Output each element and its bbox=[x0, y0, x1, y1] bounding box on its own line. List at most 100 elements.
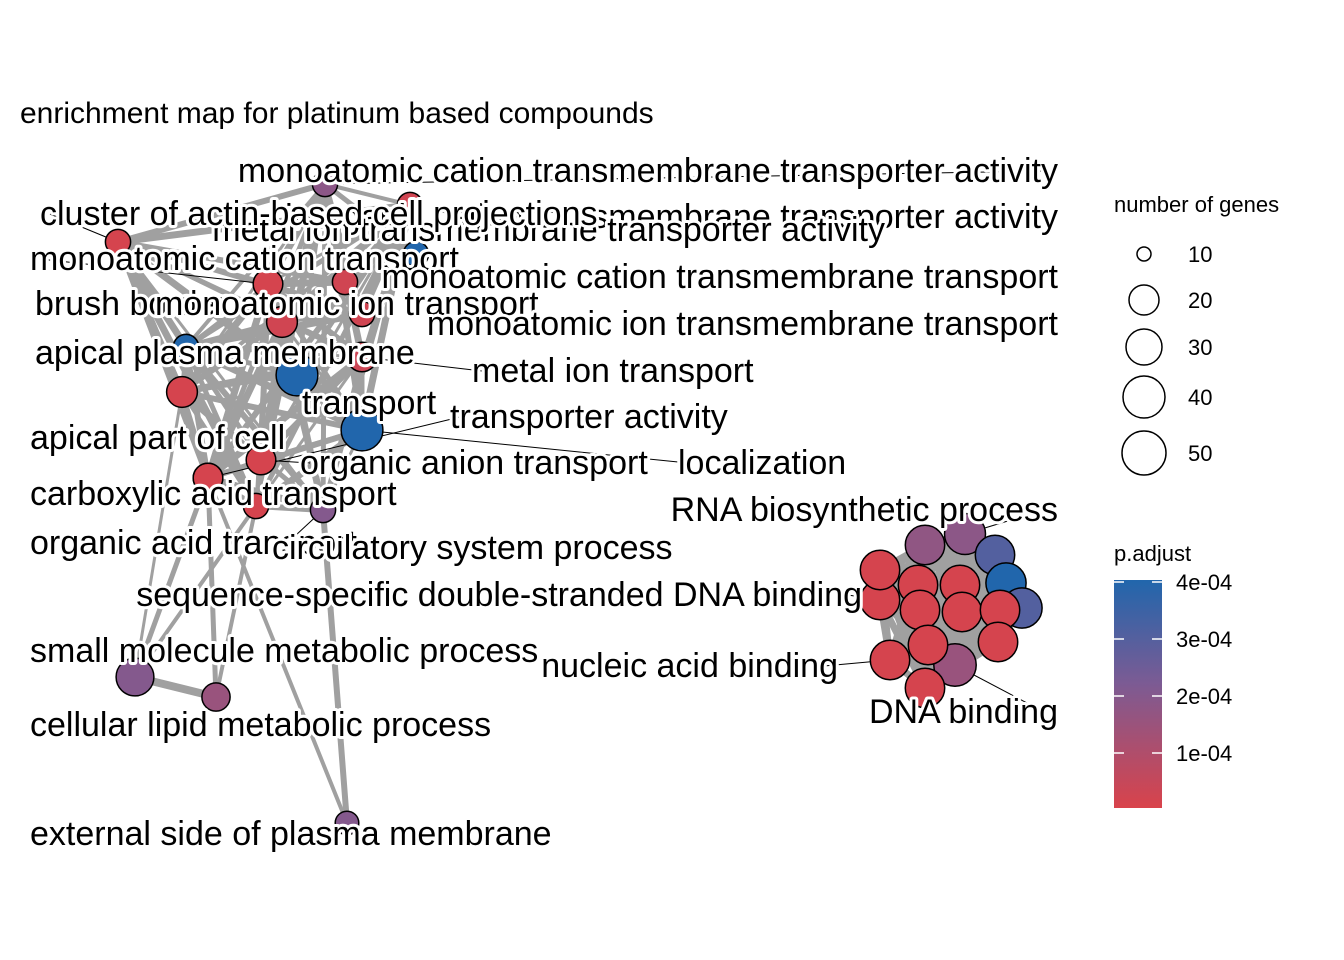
node-label: DNA binding bbox=[869, 693, 1058, 731]
network-node bbox=[252, 268, 284, 300]
network-node bbox=[899, 589, 941, 631]
network-node bbox=[245, 444, 277, 476]
network-node bbox=[904, 524, 946, 566]
network-edge bbox=[205, 427, 365, 481]
color-legend-label-3e-04: 3e-04 bbox=[1176, 627, 1232, 652]
color-legend-title: p.adjust bbox=[1114, 541, 1191, 566]
network-node bbox=[340, 408, 384, 452]
network-edge bbox=[265, 281, 365, 317]
node-label: cluster of actin-based cell projections bbox=[40, 195, 598, 233]
leader-line bbox=[39, 258, 269, 285]
network-node bbox=[941, 591, 983, 633]
network-node bbox=[907, 624, 949, 666]
size-legend: number of genes 10 20 30 40 50 bbox=[1114, 192, 1279, 476]
color-legend-label-4e-04: 4e-04 bbox=[1176, 570, 1232, 595]
node-label: small molecule metabolic process bbox=[30, 632, 538, 670]
network-node bbox=[402, 240, 430, 268]
size-legend-label-20: 20 bbox=[1188, 288, 1212, 313]
node-label: localization bbox=[678, 444, 846, 482]
size-legend-label-50: 50 bbox=[1188, 441, 1212, 466]
node-label: organic acid transport bbox=[30, 524, 358, 562]
network-node bbox=[977, 621, 1019, 663]
network-edge bbox=[115, 239, 348, 285]
color-legend-label-1e-04: 1e-04 bbox=[1176, 741, 1232, 766]
size-legend-key-40 bbox=[1122, 375, 1166, 419]
node-label: apical plasma membrane bbox=[35, 334, 415, 372]
size-legend-label-40: 40 bbox=[1188, 385, 1212, 410]
size-legend-title: number of genes bbox=[1114, 192, 1279, 217]
node-label: nucleic acid binding bbox=[541, 647, 838, 685]
network-edge bbox=[115, 239, 211, 481]
leader-line bbox=[361, 356, 483, 372]
leader-line bbox=[324, 170, 1045, 185]
network-node bbox=[201, 682, 231, 712]
network-node bbox=[265, 305, 299, 339]
network-node bbox=[172, 333, 200, 361]
node-label: sequence-specific double-stranded DNA bi… bbox=[136, 576, 862, 614]
node-label: transporter activity bbox=[450, 398, 728, 436]
network-edge bbox=[115, 181, 328, 245]
color-legend: p.adjust 4e-04 3e-04 2e-04 1e-04 bbox=[1114, 541, 1232, 808]
network-edge bbox=[252, 426, 366, 510]
network-edge bbox=[323, 182, 412, 207]
network-edge bbox=[254, 355, 364, 508]
network-edge bbox=[133, 390, 184, 679]
node-label: brush border bbox=[35, 285, 228, 323]
size-legend-key-20 bbox=[1128, 284, 1160, 316]
node-label: monoatomic ion transmembrane transport bbox=[427, 305, 1059, 343]
network-node bbox=[334, 810, 360, 836]
network-node bbox=[309, 496, 337, 524]
node-label: monoatomic cation transmembrane transpor… bbox=[238, 152, 1058, 190]
network-node bbox=[192, 462, 224, 494]
node-label: cellular lipid metabolic process bbox=[30, 706, 491, 744]
network-edge bbox=[184, 345, 364, 359]
network-node bbox=[943, 512, 987, 556]
size-legend-key-30 bbox=[1125, 328, 1163, 366]
label-leader-lines bbox=[39, 170, 1045, 713]
size-legend-key-50 bbox=[1121, 430, 1167, 476]
network-node bbox=[275, 353, 319, 397]
network-edge bbox=[133, 504, 258, 679]
node-label: monoatomic cation transmembrane transpor… bbox=[381, 258, 1058, 296]
node-label: metal ion transmembrane transporter acti… bbox=[212, 211, 885, 249]
network-edge bbox=[206, 476, 349, 825]
network-node bbox=[346, 341, 378, 373]
network-node bbox=[331, 268, 359, 296]
color-legend-label-2e-04: 2e-04 bbox=[1176, 684, 1232, 709]
network-edge bbox=[179, 319, 285, 395]
network-node bbox=[348, 300, 376, 328]
node-label: apical part of cell bbox=[30, 419, 285, 457]
network-node bbox=[869, 639, 911, 681]
node-label: external side of plasma membrane bbox=[30, 815, 552, 853]
network-node bbox=[396, 191, 424, 219]
network-edge bbox=[205, 475, 219, 700]
color-legend-bar bbox=[1114, 580, 1162, 808]
plot-title: enrichment map for platinum based compou… bbox=[20, 97, 654, 130]
network-node bbox=[242, 492, 270, 520]
network-node bbox=[904, 667, 946, 709]
node-label: RNA biosynthetic process bbox=[671, 491, 1058, 529]
network-edge bbox=[179, 389, 365, 433]
network-node bbox=[115, 657, 155, 697]
network-edge bbox=[184, 282, 270, 349]
network-node bbox=[104, 228, 132, 256]
network-edge bbox=[114, 201, 414, 246]
node-label: monoatomic ion transport bbox=[155, 285, 539, 323]
node-label: carboxylic acid transport bbox=[30, 475, 397, 513]
network-nodes bbox=[104, 170, 1043, 836]
node-label: inorganic cation transmembrane transport… bbox=[285, 198, 1058, 236]
size-legend-label-10: 10 bbox=[1188, 242, 1212, 267]
node-label: monoatomic cation transport bbox=[30, 240, 460, 278]
network-edge bbox=[205, 475, 326, 513]
network-node bbox=[859, 549, 901, 591]
leader-line bbox=[361, 429, 689, 464]
size-legend-label-30: 30 bbox=[1188, 335, 1212, 360]
size-legend-key-10 bbox=[1136, 246, 1152, 262]
network-node bbox=[311, 170, 339, 198]
network-edge bbox=[320, 507, 350, 826]
node-label: circulatory system process bbox=[272, 529, 673, 567]
network-node bbox=[165, 375, 199, 409]
network-edge bbox=[132, 475, 211, 680]
node-label: metal ion transport bbox=[472, 352, 754, 390]
node-labels: monoatomic cation transmembrane transpor… bbox=[27, 149, 1062, 856]
